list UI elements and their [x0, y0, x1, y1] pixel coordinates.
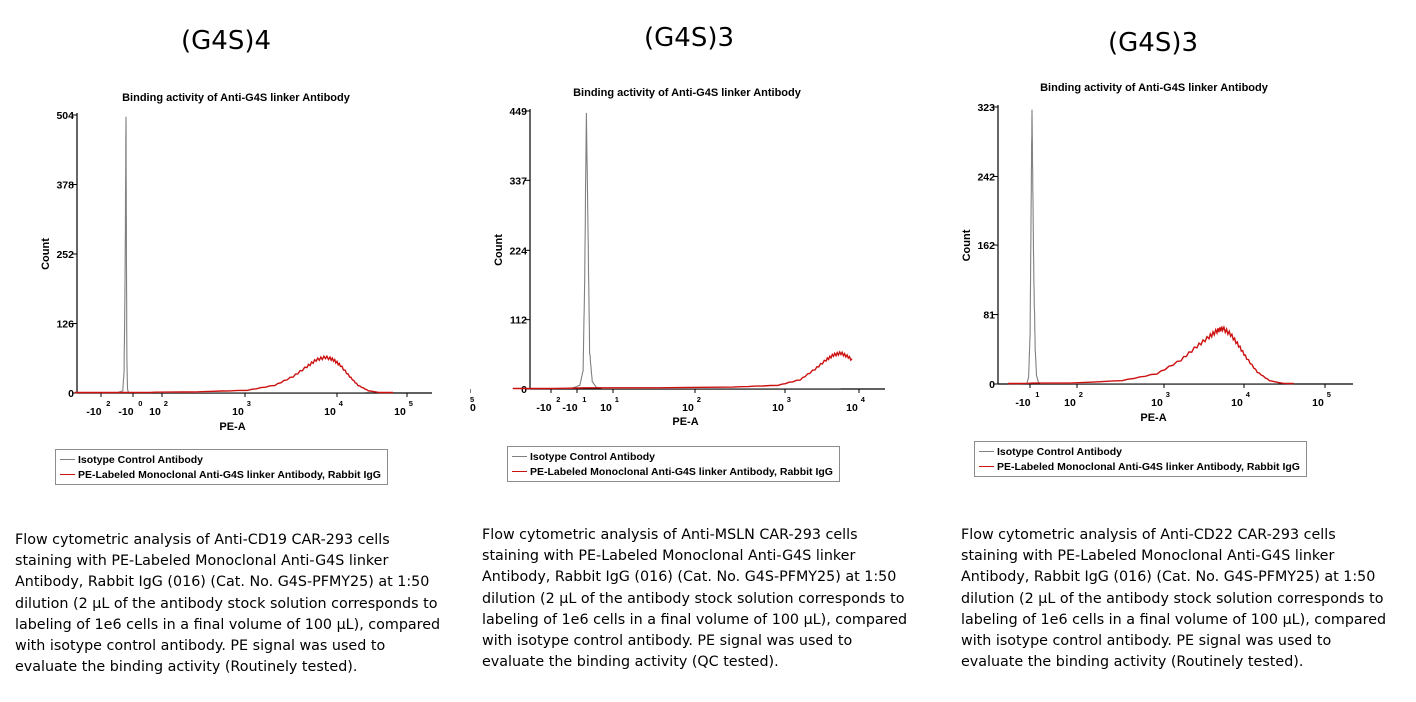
- x-axis-label: PE-A: [1140, 412, 1166, 424]
- x-tick-label: -10: [118, 406, 133, 418]
- x-tick-label: 10: [846, 402, 858, 414]
- y-tick-label: 378: [56, 180, 74, 192]
- legend-item-isotype: Isotype Control Antibody: [979, 444, 1300, 459]
- panel-heading: (G4S)4: [181, 26, 272, 56]
- x-tick-label: 10: [772, 402, 784, 414]
- x-tick-exponent: 1: [615, 395, 619, 404]
- legend-item-isotype: Isotype Control Antibody: [60, 452, 381, 467]
- legend-label: PE-Labeled Monoclonal Anti-G4S linker An…: [530, 465, 833, 478]
- y-tick-label: 504: [56, 110, 74, 122]
- panel-2: (G4S)3 Binding activity of Anti-G4S link…: [470, 0, 950, 702]
- x-tick-label: 10: [1151, 397, 1163, 409]
- legend-item-antibody: PE-Labeled Monoclonal Anti-G4S linker An…: [60, 467, 381, 482]
- x-tick-label: 10: [682, 402, 694, 414]
- x-axis-label: PE-A: [219, 421, 245, 433]
- y-tick-label: 337: [509, 175, 527, 187]
- x-tick-label: 10: [232, 406, 244, 418]
- chart-legend: Isotype Control Antibody PE-Labeled Mono…: [507, 446, 840, 482]
- y-tick-label: 0: [989, 379, 995, 391]
- y-tick-label: 0: [68, 388, 74, 400]
- series-line-isotype: [74, 116, 365, 394]
- y-tick-label: 252: [56, 249, 74, 261]
- y-tick-label: 162: [977, 240, 995, 252]
- legend-swatch-isotype: [60, 459, 75, 460]
- flow-histogram-chart: Binding activity of Anti-G4S linker Anti…: [40, 92, 432, 433]
- series-line-isotype: [512, 112, 841, 390]
- legend-swatch-antibody: [979, 466, 994, 467]
- x-tick-exponent: 5: [1327, 390, 1331, 399]
- panel-heading: (G4S)3: [644, 23, 735, 53]
- legend-item-antibody: PE-Labeled Monoclonal Anti-G4S linker An…: [979, 459, 1300, 474]
- x-tick-exponent: 4: [1246, 390, 1251, 399]
- figure-caption: Flow cytometric analysis of Anti-MSLN CA…: [482, 527, 908, 671]
- x-tick-label: 10: [1231, 397, 1243, 409]
- x-tick-exponent: 3: [247, 399, 251, 408]
- legend-label: Isotype Control Antibody: [530, 450, 656, 463]
- x-tick-exponent: 1: [1035, 390, 1039, 399]
- x-tick-exponent: 5: [470, 395, 474, 404]
- panel-heading: (G4S)3: [1108, 28, 1199, 58]
- y-tick-label: 224: [509, 245, 527, 257]
- figure-caption: Flow cytometric analysis of Anti-CD19 CA…: [15, 532, 441, 676]
- x-tick-exponent: 2: [697, 395, 701, 404]
- y-tick-label: 323: [977, 102, 995, 114]
- x-tick-label: -10: [536, 402, 551, 414]
- legend-item-isotype: Isotype Control Antibody: [512, 449, 833, 464]
- y-tick-label: 449: [509, 106, 527, 118]
- legend-swatch-antibody: [60, 474, 75, 475]
- legend-label: Isotype Control Antibody: [997, 445, 1123, 458]
- x-tick-exponent: 3: [1166, 390, 1170, 399]
- chart-title: Binding activity of Anti-G4S linker Anti…: [122, 92, 351, 104]
- x-tick-exponent: 3: [787, 395, 791, 404]
- series-line-antibody: [1008, 324, 1294, 385]
- chart-title: Binding activity of Anti-G4S linker Anti…: [1040, 82, 1269, 94]
- x-tick-exponent: 2: [1079, 390, 1083, 399]
- chart-legend: Isotype Control Antibody PE-Labeled Mono…: [974, 441, 1307, 477]
- x-tick-exponent: 2: [106, 399, 110, 408]
- y-tick-label: 112: [510, 315, 527, 327]
- x-tick-label: 10: [149, 406, 161, 418]
- y-tick-label: 81: [983, 310, 995, 322]
- x-tick-label: 10: [324, 406, 336, 418]
- panel-1: (G4S)4 Binding activity of Anti-G4S link…: [0, 0, 470, 702]
- chart-title: Binding activity of Anti-G4S linker Anti…: [573, 87, 802, 99]
- x-tick-label: 10: [1312, 397, 1324, 409]
- y-tick-label: 0: [521, 384, 527, 396]
- series-line-isotype: [1008, 109, 1278, 385]
- legend-swatch-isotype: [512, 456, 527, 457]
- y-tick-label: 242: [977, 171, 995, 183]
- x-tick-exponent: 2: [556, 395, 560, 404]
- x-tick-exponent: 4: [339, 399, 344, 408]
- x-tick-label: -10: [86, 406, 101, 418]
- legend-item-antibody: PE-Labeled Monoclonal Anti-G4S linker An…: [512, 464, 833, 479]
- figure-caption: Flow cytometric analysis of Anti-CD22 CA…: [961, 527, 1387, 671]
- legend-label: PE-Labeled Monoclonal Anti-G4S linker An…: [997, 460, 1300, 473]
- x-tick-exponent: 1: [582, 395, 586, 404]
- x-tick-label: -10: [1015, 397, 1030, 409]
- flow-histogram-chart: Binding activity of Anti-G4S linker Anti…: [961, 82, 1353, 424]
- x-tick-label: 10: [1064, 397, 1076, 409]
- x-tick-label: 10: [600, 402, 612, 414]
- x-axis-label: PE-A: [672, 416, 698, 428]
- x-tick-exponent: 5: [409, 399, 413, 408]
- y-axis-label: Count: [40, 238, 52, 270]
- legend-label: PE-Labeled Monoclonal Anti-G4S linker An…: [78, 468, 381, 481]
- y-axis-label: Count: [493, 234, 505, 266]
- legend-label: Isotype Control Antibody: [78, 453, 204, 466]
- panel-3: (G4S)3 Binding activity of Anti-G4S link…: [950, 0, 1416, 702]
- y-axis-label: Count: [961, 229, 973, 261]
- chart-legend: Isotype Control Antibody PE-Labeled Mono…: [55, 449, 388, 485]
- legend-swatch-isotype: [979, 451, 994, 452]
- series-line-antibody: [512, 350, 853, 390]
- x-tick-label: 10: [470, 402, 476, 414]
- x-tick-exponent: 0: [138, 399, 142, 408]
- legend-swatch-antibody: [512, 471, 527, 472]
- flow-histogram-chart: Binding activity of Anti-G4S linker Anti…: [470, 87, 885, 428]
- x-tick-exponent: 4: [861, 395, 866, 404]
- x-tick-exponent: 2: [164, 399, 168, 408]
- y-tick-label: 126: [56, 319, 74, 331]
- x-tick-label: -10: [562, 402, 577, 414]
- series-line-antibody: [74, 354, 393, 394]
- x-tick-label: 10: [394, 406, 406, 418]
